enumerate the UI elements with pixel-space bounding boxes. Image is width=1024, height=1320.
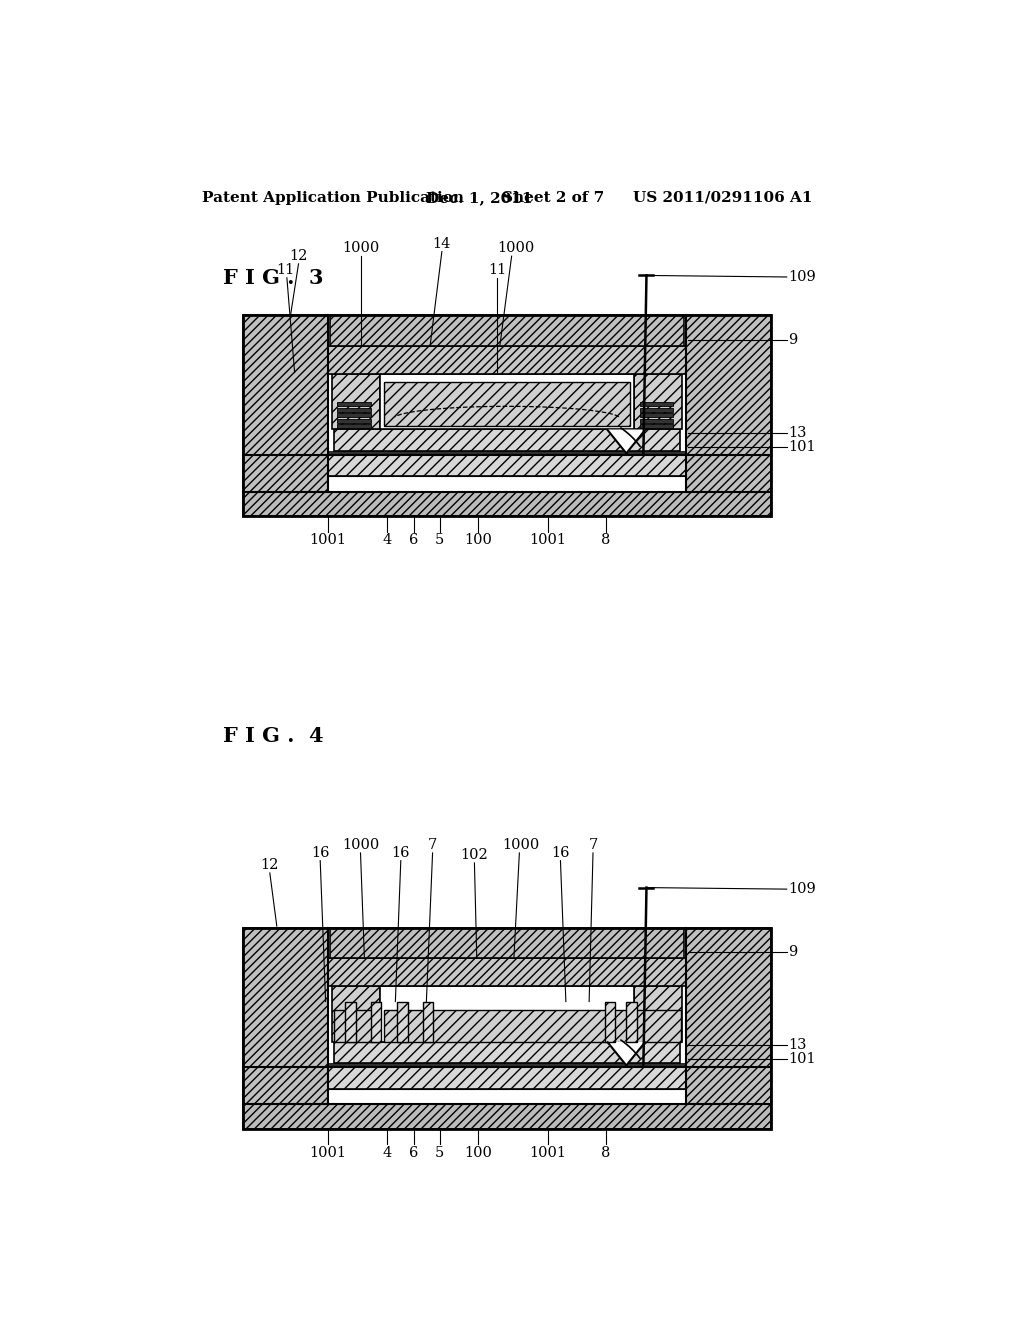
Text: 1000: 1000 bbox=[342, 838, 379, 853]
Bar bbox=[331, 315, 684, 346]
Text: 1000: 1000 bbox=[503, 838, 540, 853]
Text: Sheet 2 of 7: Sheet 2 of 7 bbox=[502, 191, 604, 205]
Bar bbox=[636, 1010, 681, 1041]
Bar bbox=[243, 928, 328, 1104]
Bar bbox=[334, 1010, 380, 1041]
Text: 100: 100 bbox=[464, 1146, 493, 1159]
Bar bbox=[627, 1002, 637, 1041]
Bar bbox=[243, 1104, 771, 1129]
Bar bbox=[328, 1067, 686, 1089]
Bar bbox=[328, 346, 686, 374]
Text: 1000: 1000 bbox=[497, 242, 535, 256]
Text: 109: 109 bbox=[788, 271, 816, 284]
Text: 1000: 1000 bbox=[342, 242, 379, 256]
Text: Dec. 1, 2011: Dec. 1, 2011 bbox=[426, 191, 532, 205]
Text: 13: 13 bbox=[788, 1039, 807, 1052]
Bar bbox=[640, 418, 673, 422]
Text: 8: 8 bbox=[601, 1146, 611, 1159]
Text: 101: 101 bbox=[788, 1052, 816, 1067]
Bar bbox=[423, 1002, 433, 1041]
Bar bbox=[328, 958, 686, 986]
Bar bbox=[328, 451, 686, 455]
Bar bbox=[334, 1041, 680, 1063]
Bar bbox=[243, 315, 771, 516]
Text: 12: 12 bbox=[290, 249, 307, 263]
Text: US 2011/0291106 A1: US 2011/0291106 A1 bbox=[633, 191, 813, 205]
Bar bbox=[640, 424, 673, 428]
Text: 6: 6 bbox=[410, 1146, 419, 1159]
Bar bbox=[331, 928, 684, 958]
Text: 109: 109 bbox=[788, 882, 816, 896]
Text: 8: 8 bbox=[601, 533, 611, 548]
Polygon shape bbox=[607, 430, 645, 453]
Bar bbox=[384, 381, 630, 425]
Bar bbox=[328, 477, 686, 492]
Bar bbox=[337, 403, 372, 407]
Bar bbox=[328, 1089, 686, 1104]
Bar bbox=[397, 1002, 408, 1041]
Bar bbox=[604, 1002, 615, 1041]
Text: 11: 11 bbox=[487, 263, 506, 277]
Bar bbox=[371, 1002, 381, 1041]
Text: 6: 6 bbox=[410, 533, 419, 548]
Text: 16: 16 bbox=[551, 846, 569, 859]
Text: 1001: 1001 bbox=[529, 533, 566, 548]
Text: 7: 7 bbox=[428, 838, 437, 853]
Bar bbox=[337, 413, 372, 417]
Text: 13: 13 bbox=[788, 426, 807, 441]
Bar bbox=[332, 986, 380, 1041]
Text: 102: 102 bbox=[461, 849, 488, 862]
Bar bbox=[640, 403, 673, 407]
Bar bbox=[634, 374, 682, 429]
Text: 7: 7 bbox=[589, 838, 598, 853]
Bar bbox=[243, 928, 771, 1129]
Bar bbox=[243, 492, 771, 516]
Text: 9: 9 bbox=[788, 333, 798, 347]
Bar bbox=[640, 413, 673, 417]
Bar bbox=[337, 424, 372, 428]
Text: 16: 16 bbox=[311, 846, 330, 859]
Bar bbox=[380, 374, 634, 429]
Text: 1001: 1001 bbox=[309, 533, 346, 548]
Text: Patent Application Publication: Patent Application Publication bbox=[202, 191, 464, 205]
Text: 101: 101 bbox=[788, 440, 816, 454]
Bar bbox=[384, 1010, 630, 1041]
Bar bbox=[328, 1063, 686, 1067]
Text: F I G .  4: F I G . 4 bbox=[222, 726, 324, 746]
Bar bbox=[345, 1002, 356, 1041]
Text: 12: 12 bbox=[261, 858, 279, 873]
Text: 9: 9 bbox=[788, 945, 798, 960]
Text: 5: 5 bbox=[435, 533, 444, 548]
Bar bbox=[337, 408, 372, 412]
Text: 4: 4 bbox=[382, 1146, 391, 1159]
Text: 5: 5 bbox=[435, 1146, 444, 1159]
Text: 14: 14 bbox=[433, 236, 451, 251]
Text: 100: 100 bbox=[464, 533, 493, 548]
Bar bbox=[686, 315, 771, 492]
Text: F I G .  3: F I G . 3 bbox=[222, 268, 323, 288]
Text: 1001: 1001 bbox=[309, 1146, 346, 1159]
Text: 1001: 1001 bbox=[529, 1146, 566, 1159]
Bar bbox=[640, 408, 673, 412]
Bar bbox=[380, 986, 634, 1041]
Text: 11: 11 bbox=[276, 263, 295, 277]
Polygon shape bbox=[607, 1043, 645, 1065]
Bar bbox=[337, 418, 372, 422]
Bar bbox=[332, 374, 380, 429]
Bar bbox=[334, 429, 680, 451]
Bar bbox=[686, 928, 771, 1104]
Text: 16: 16 bbox=[391, 846, 410, 859]
Bar bbox=[243, 315, 328, 492]
Text: 4: 4 bbox=[382, 533, 391, 548]
Bar bbox=[328, 455, 686, 477]
Bar bbox=[634, 986, 682, 1041]
